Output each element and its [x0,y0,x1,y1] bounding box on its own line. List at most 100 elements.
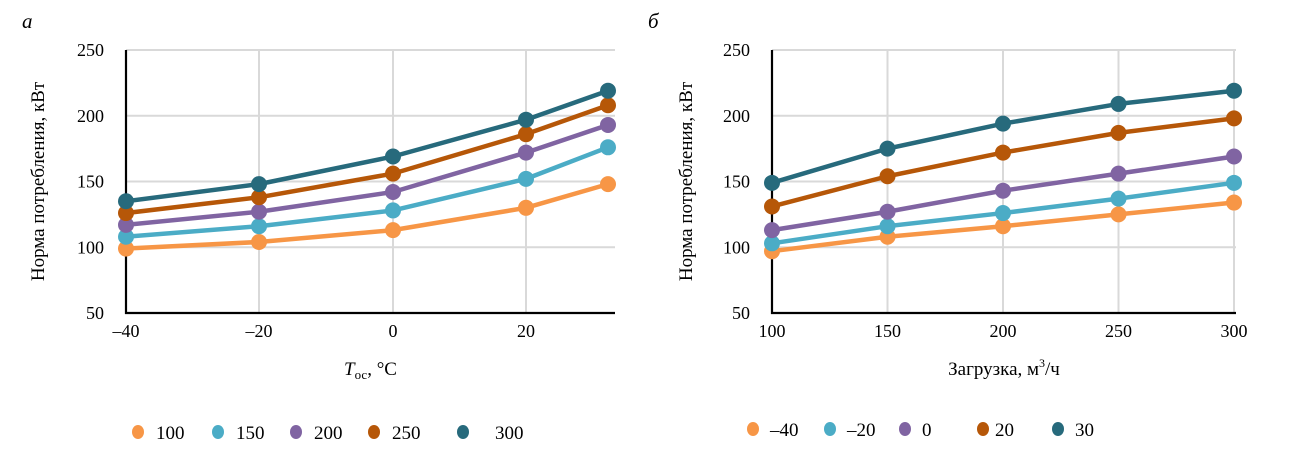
data-point [1226,194,1242,211]
panel-label: а [22,9,33,33]
data-point [518,126,534,143]
data-point [1110,124,1127,141]
data-point [764,174,780,191]
chart-panel-a: а 50 100 150 200 250 –40 –20 0 20 Норма потреблени… [22,9,616,444]
legend-item: –20 [824,420,876,441]
series-250 [118,97,616,222]
data-point [879,140,896,157]
data-point [995,115,1011,132]
y-tick-label: 50 [86,303,104,323]
y-tick-label: 100 [77,237,104,257]
series-20 [764,110,1242,215]
data-point [879,168,896,185]
data-point [118,228,134,245]
data-point [385,148,401,165]
y-tick-label: 200 [723,106,750,126]
y-tick-label: 150 [723,172,750,192]
data-point [600,82,616,99]
data-point [385,165,401,182]
series-30 [764,82,1242,191]
legend-item: 100 [132,423,185,444]
legend-label: 150 [236,423,265,444]
legend-marker-icon [457,425,469,439]
y-axis-label: Норма потребления, кВт [676,81,697,281]
data-point [251,203,267,220]
data-point [995,205,1011,222]
data-point [385,202,401,219]
legend: –40 –20 0 20 30 [747,420,1094,441]
legend-item: 20 [977,420,1014,441]
series-100 [118,176,616,257]
y-tick-label: 150 [77,172,104,192]
y-tick-label: 50 [732,303,750,323]
data-point [1226,110,1242,127]
data-point [118,193,134,210]
legend-label: –40 [769,420,799,441]
series-300 [118,82,616,210]
legend-marker-icon [1052,422,1064,436]
x-axis-label: Tос, °C [344,359,397,382]
legend-marker-icon [212,425,224,439]
data-point [995,182,1011,199]
legend-marker-icon [977,422,989,436]
data-point [251,176,267,193]
legend-label: –20 [846,420,876,441]
series-–40 [764,194,1242,260]
legend-marker-icon [824,422,836,436]
series-–20 [764,174,1242,252]
legend: 100 150 200 250 300 [132,423,524,444]
legend-item: 30 [1052,420,1094,441]
data-point [1110,165,1127,182]
y-tick-label: 250 [77,40,104,60]
data-point [518,111,534,128]
data-point [1110,190,1127,207]
y-tick-label: 100 [723,237,750,257]
data-point [385,222,401,239]
legend-item: 0 [899,420,932,441]
x-tick-label: –40 [112,321,140,341]
y-tick-label: 250 [723,40,750,60]
data-point [1226,174,1242,191]
x-tick-label: 250 [1105,321,1132,341]
x-tick-label: –20 [245,321,273,341]
legend-marker-icon [368,425,380,439]
data-point [995,218,1011,235]
x-tick-label: 300 [1221,321,1248,341]
x-tick-label: 20 [517,321,535,341]
x-tick-label: 150 [874,321,901,341]
series-200 [118,116,616,233]
data-point [251,218,267,235]
data-point [385,184,401,201]
data-point [1110,206,1127,223]
series-line [125,88,609,204]
data-point [764,198,780,215]
x-tick-label: 0 [389,321,398,341]
legend-marker-icon [747,422,759,436]
x-tick-label: 200 [990,321,1017,341]
data-point [118,216,134,233]
x-axis-label: Загрузка, м3/ч [948,356,1060,380]
legend-label: 300 [495,423,524,444]
data-point [251,189,267,206]
data-point [600,97,616,114]
series-0 [764,148,1242,239]
data-point [600,176,616,193]
legend-label: 100 [156,423,185,444]
panel-label: б [648,9,660,33]
legend-marker-icon [290,425,302,439]
legend-label: 30 [1075,420,1094,441]
legend-label: 250 [392,423,421,444]
legend-label: 20 [995,420,1014,441]
legend-item: –40 [747,420,799,441]
data-point [518,170,534,187]
data-point [764,235,780,252]
data-point [600,139,616,156]
data-point [764,222,780,239]
legend-marker-icon [132,425,144,439]
data-point [118,205,134,222]
data-point [600,116,616,133]
legend-item: 150 [212,423,265,444]
data-point [118,240,134,257]
